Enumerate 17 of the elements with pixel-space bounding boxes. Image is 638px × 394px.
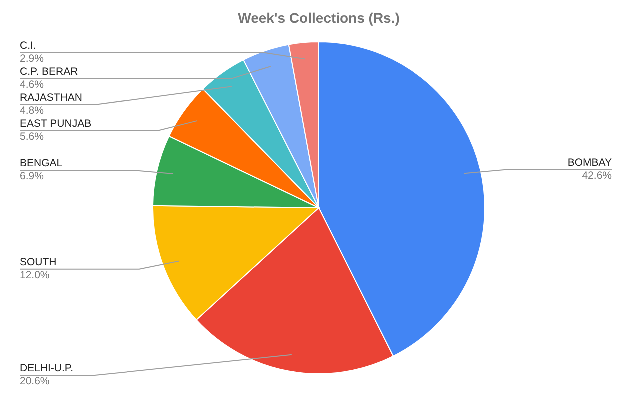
data-label: 2.9% (20, 53, 44, 65)
chart-title: Week's Collections (Rs.) (238, 10, 400, 26)
slice-label: BOMBAY (568, 156, 612, 169)
data-label: 20.6% (20, 376, 50, 388)
data-label: 6.9% (20, 170, 44, 183)
slice-label: EAST PUNJAB (20, 118, 92, 130)
data-label: 5.6% (20, 131, 44, 143)
data-label: 4.8% (20, 105, 44, 117)
slice-label: C.P. BERAR (20, 66, 79, 78)
slice-label: C.I. (20, 40, 36, 52)
slice-label: BENGAL (20, 158, 63, 170)
slice-label: RAJASTHAN (20, 92, 82, 104)
data-label: 12.0% (20, 269, 50, 282)
slice-label: DELHI-U.P. (20, 362, 74, 375)
data-label: 4.6% (20, 79, 44, 91)
slice-label: SOUTH (20, 256, 57, 268)
data-label: 42.6% (582, 170, 612, 182)
